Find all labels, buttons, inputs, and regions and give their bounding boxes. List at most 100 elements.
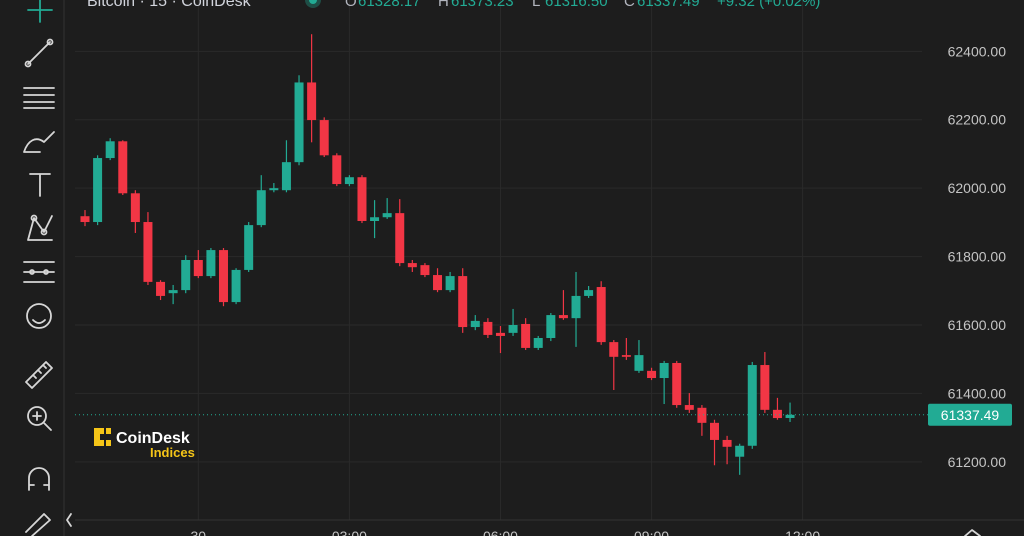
candle-body: [395, 213, 405, 264]
candle-body: [433, 275, 443, 291]
legend-value: 61316.50: [545, 0, 608, 10]
candle-body: [521, 323, 531, 348]
candle-body: [546, 315, 556, 338]
candle-body: [647, 370, 657, 379]
candle-body: [609, 342, 619, 357]
forecast-tool[interactable]: [23, 261, 55, 283]
y-tick-label: 61200.00: [948, 454, 1007, 470]
candle-body: [772, 409, 782, 419]
legend-value: 61373.23: [451, 0, 514, 10]
candle-body: [294, 82, 304, 163]
zoom-tool[interactable]: [27, 406, 52, 431]
x-tick-label: 06:00: [483, 528, 518, 536]
candle-body: [697, 407, 707, 423]
candle-body: [659, 362, 669, 379]
candle-body: [458, 276, 468, 328]
settings-icon[interactable]: [964, 529, 981, 536]
x-tick-label: 12:00: [785, 528, 820, 536]
candle-body: [445, 276, 455, 291]
y-tick-label: 62200.00: [948, 112, 1007, 128]
candle-body: [130, 193, 140, 223]
legend-value: 61337.49: [637, 0, 700, 10]
line-tool[interactable]: [24, 38, 54, 68]
emoji-tool[interactable]: [26, 303, 52, 329]
candle-body: [143, 222, 153, 282]
candle-body: [710, 422, 719, 440]
candle-body: [307, 82, 317, 121]
candle-body: [558, 315, 568, 319]
candle-body: [684, 405, 694, 410]
y-tick-label: 61600.00: [948, 317, 1007, 333]
candle-body: [382, 213, 392, 218]
candle-body: [370, 217, 380, 221]
candle-body: [193, 260, 203, 277]
candle-body: [533, 338, 543, 348]
watermark-sub: Indices: [150, 445, 195, 460]
lock-tool[interactable]: [25, 513, 51, 536]
candle-body: [80, 216, 90, 223]
y-tick-label: 61400.00: [948, 385, 1007, 401]
status-dot-core: [309, 0, 317, 4]
change-label: +9.32 (+0.02%): [717, 0, 820, 10]
crosshair-tool[interactable]: [27, 0, 53, 23]
candle-body: [332, 155, 342, 185]
last-price-badge: [928, 403, 1012, 426]
fib-tool[interactable]: [23, 87, 55, 109]
candle-body: [168, 290, 178, 294]
y-tick-label: 62000.00: [948, 180, 1007, 196]
candle-body: [571, 295, 581, 319]
legend-key: O: [345, 0, 357, 10]
magnet-tool[interactable]: [28, 467, 50, 491]
candle-body: [218, 250, 228, 303]
candle-body: [420, 265, 430, 276]
brush-tool[interactable]: [23, 131, 55, 153]
candle-body: [672, 362, 682, 406]
candle-body: [118, 141, 128, 194]
candle-body: [206, 250, 216, 277]
candle-body: [231, 269, 241, 303]
candle-body: [760, 365, 770, 410]
candle-body: [407, 263, 417, 268]
toolbar: [23, 0, 72, 536]
candle-body: [634, 355, 644, 371]
candle-body: [785, 414, 795, 418]
watermark-name: CoinDesk: [116, 430, 190, 447]
candle-body: [495, 332, 505, 336]
watermark: CoinDesk Indices: [94, 428, 195, 460]
legend: O 61328.17 H 61373.23 L 61316.50 C 61337.49: [345, 0, 700, 10]
x-tick-label: 30: [191, 528, 207, 536]
legend-key: L: [532, 0, 540, 10]
candle-body: [344, 177, 354, 185]
chart-title: Bitcoin · 15 · CoinDesk: [87, 0, 252, 10]
candle-body: [357, 177, 367, 221]
legend-key: H: [438, 0, 449, 10]
candle-body: [621, 355, 631, 357]
plot-area: 61200.00 61400.00 61600.00 61800.00 62000.00…: [75, 0, 1024, 536]
candle-body: [584, 290, 594, 296]
candle-body: [281, 162, 291, 191]
x-tick-label: 03:00: [332, 528, 367, 536]
watermark-logo: [94, 428, 111, 446]
candle-body: [256, 190, 266, 226]
candle-body: [156, 281, 166, 296]
candle-body: [722, 439, 732, 447]
x-tick-label: 09:00: [634, 528, 669, 536]
collapse-toggle[interactable]: [66, 513, 72, 527]
ruler-tool[interactable]: [25, 361, 53, 389]
candle-body: [319, 120, 329, 156]
candle-body: [105, 141, 115, 159]
text-tool[interactable]: [29, 173, 51, 197]
y-tick-label: 61800.00: [948, 249, 1007, 265]
candle-body: [735, 445, 745, 457]
candle-body: [470, 320, 480, 328]
pattern-tool[interactable]: [27, 214, 53, 241]
legend-value: 61328.17: [358, 0, 421, 10]
candle-body: [244, 225, 254, 270]
candle-body: [93, 158, 103, 223]
candle-body: [483, 321, 493, 335]
candle-body: [181, 260, 191, 291]
last-price-label: 61337.49: [941, 407, 1000, 423]
legend-key: C: [624, 0, 635, 10]
